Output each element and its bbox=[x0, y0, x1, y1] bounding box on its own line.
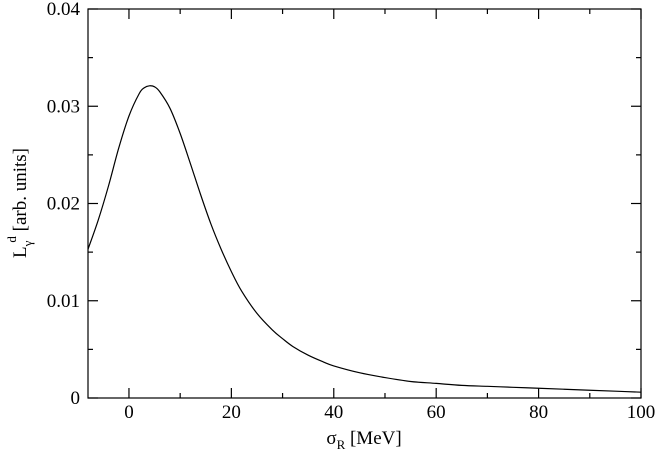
x-tick-label: 20 bbox=[222, 402, 241, 423]
series-group bbox=[87, 85, 642, 393]
x-tick-label: 100 bbox=[627, 402, 656, 423]
x-tick-label: 0 bbox=[124, 402, 134, 423]
axis-ticks bbox=[88, 8, 642, 399]
y-axis-label-superscript: d bbox=[4, 236, 19, 243]
y-axis-label-main: L bbox=[10, 246, 31, 258]
x-axis-label-main: σ bbox=[326, 428, 336, 449]
x-tick-label: 40 bbox=[324, 402, 343, 423]
x-axis-label-unit: [MeV] bbox=[345, 428, 401, 449]
x-axis-label: σR [MeV] bbox=[326, 428, 401, 450]
x-axis-label-subscript: R bbox=[337, 437, 346, 450]
y-tick-label: 0.04 bbox=[47, 0, 81, 20]
tick-labels: 0 20 40 60 80 100 0 0.01 0.02 0.03 0.04 bbox=[47, 0, 656, 423]
plot-frame bbox=[87, 8, 642, 399]
x-tick-label: 60 bbox=[427, 402, 446, 423]
y-axis-label-subscript: γ bbox=[20, 240, 35, 247]
y-tick-label: 0.02 bbox=[47, 194, 80, 215]
y-tick-label: 0.03 bbox=[47, 96, 80, 117]
series-line bbox=[87, 85, 642, 393]
x-tick-label: 80 bbox=[529, 402, 548, 423]
y-axis-label: Lγd [arb. units] bbox=[4, 148, 35, 258]
y-axis-label-unit: [arb. units] bbox=[10, 148, 31, 236]
y-tick-label: 0 bbox=[71, 388, 81, 409]
y-tick-label: 0.01 bbox=[47, 291, 80, 312]
